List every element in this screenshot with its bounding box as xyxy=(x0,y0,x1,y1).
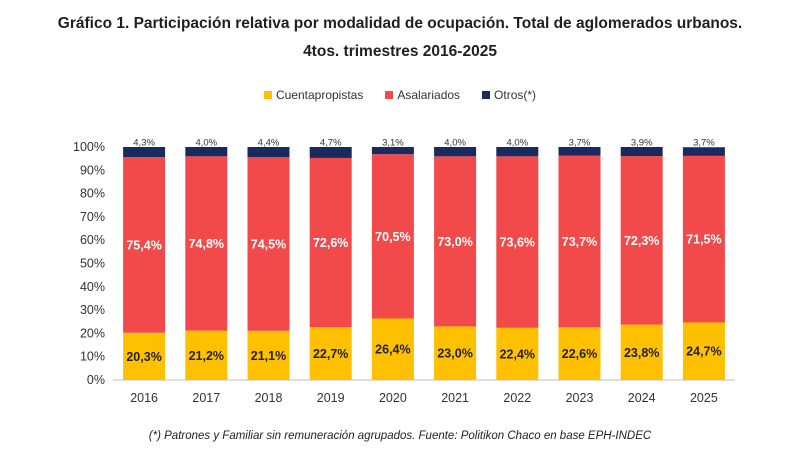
x-tick-label-2020: 2020 xyxy=(379,391,407,405)
legend-item-cuentapropistas: Cuentapropistas xyxy=(263,88,364,102)
bar-otros-2024 xyxy=(620,147,663,157)
bar-cuentapropistas-2024 xyxy=(620,324,663,380)
data-label-otros-2018: 4,4% xyxy=(258,138,280,149)
y-tick-label: 50% xyxy=(80,257,105,271)
legend-label-otros: Otros(*) xyxy=(494,88,537,102)
bar-asalariados-2017 xyxy=(185,156,228,331)
legend-item-asalariados: Asalariados xyxy=(385,88,460,102)
x-tick-label-2019: 2019 xyxy=(317,391,345,405)
x-tick-label-2021: 2021 xyxy=(441,391,469,405)
data-label-asalariados-2024: 72,3% xyxy=(624,234,659,248)
x-tick-label-2025: 2025 xyxy=(690,391,718,405)
chart-legend: Cuentapropistas Asalariados Otros(*) xyxy=(0,88,800,102)
data-label-asalariados-2020: 70,5% xyxy=(375,230,410,244)
bar-otros-2017 xyxy=(185,147,228,157)
bar-cuentapropistas-2022 xyxy=(496,327,539,380)
legend-swatch-cuentapropistas xyxy=(263,91,272,99)
bar-cuentapropistas-2018 xyxy=(247,330,290,380)
bar-cuentapropistas-2017 xyxy=(185,330,228,380)
data-label-cuentapropistas-2018: 21,1% xyxy=(251,349,286,363)
data-label-asalariados-2021: 73,0% xyxy=(437,235,472,249)
data-label-cuentapropistas-2019: 22,7% xyxy=(313,347,348,361)
data-label-asalariados-2016: 75,4% xyxy=(126,238,161,252)
legend-swatch-asalariados xyxy=(385,91,394,99)
bar-cuentapropistas-2023 xyxy=(558,327,601,380)
x-tick-label-2024: 2024 xyxy=(628,391,656,405)
x-tick-label-2018: 2018 xyxy=(255,391,283,405)
x-tick-label-2017: 2017 xyxy=(192,391,220,405)
x-tick-label-2023: 2023 xyxy=(566,391,594,405)
bar-otros-2020 xyxy=(371,147,414,155)
x-tick-label-2022: 2022 xyxy=(503,391,531,405)
legend-label-cuentapropistas: Cuentapropistas xyxy=(275,88,364,102)
bar-cuentapropistas-2020 xyxy=(371,318,414,380)
data-label-asalariados-2017: 74,8% xyxy=(189,237,224,251)
bar-asalariados-2025 xyxy=(682,155,725,323)
data-label-otros-2017: 4,0% xyxy=(195,138,217,149)
data-label-asalariados-2019: 72,6% xyxy=(313,236,348,250)
bar-asalariados-2024 xyxy=(620,156,663,325)
bar-otros-2022 xyxy=(496,147,539,157)
data-label-otros-2024: 3,9% xyxy=(631,138,653,149)
bar-asalariados-2022 xyxy=(496,156,539,328)
data-label-cuentapropistas-2017: 21,2% xyxy=(189,349,224,363)
data-label-asalariados-2025: 71,5% xyxy=(686,233,721,247)
data-label-cuentapropistas-2020: 26,4% xyxy=(375,343,410,357)
data-label-otros-2021: 4,0% xyxy=(444,138,466,149)
data-label-otros-2020: 3,1% xyxy=(382,138,404,149)
footnote: (*) Patrones y Familiar sin remuneración… xyxy=(148,430,652,442)
data-label-cuentapropistas-2021: 23,0% xyxy=(437,347,472,361)
legend-swatch-otros xyxy=(482,91,491,99)
legend-label-asalariados: Asalariados xyxy=(397,88,461,102)
y-tick-label: 10% xyxy=(80,350,105,364)
bar-asalariados-2019 xyxy=(309,157,352,328)
y-tick-label: 100% xyxy=(73,140,105,154)
bar-asalariados-2016 xyxy=(123,157,166,333)
y-tick-label: 60% xyxy=(80,233,105,247)
data-label-otros-2025: 3,7% xyxy=(693,138,715,149)
bar-otros-2019 xyxy=(309,147,352,158)
y-tick-label: 30% xyxy=(80,303,105,317)
y-tick-label: 0% xyxy=(87,373,105,387)
y-tick-label: 20% xyxy=(80,326,105,340)
bar-cuentapropistas-2025 xyxy=(682,322,725,380)
bar-otros-2025 xyxy=(682,147,725,156)
data-label-asalariados-2018: 74,5% xyxy=(251,238,286,252)
data-label-otros-2022: 4,0% xyxy=(506,138,528,149)
data-label-cuentapropistas-2016: 20,3% xyxy=(126,350,161,364)
legend-item-otros: Otros(*) xyxy=(482,88,536,102)
x-tick-label-2016: 2016 xyxy=(130,391,158,405)
bar-asalariados-2018 xyxy=(247,157,290,331)
data-label-otros-2023: 3,7% xyxy=(569,138,591,149)
data-label-otros-2019: 4,7% xyxy=(320,138,342,149)
bar-otros-2016 xyxy=(123,147,166,158)
chart-subtitle: 4tos. trimestres 2016-2025 xyxy=(303,43,497,60)
bar-otros-2021 xyxy=(434,147,477,157)
y-tick-label: 40% xyxy=(80,280,105,294)
bar-otros-2018 xyxy=(247,147,290,158)
bar-cuentapropistas-2021 xyxy=(434,326,477,380)
data-label-otros-2016: 4,3% xyxy=(133,138,155,149)
data-label-cuentapropistas-2025: 24,7% xyxy=(686,345,721,359)
data-label-cuentapropistas-2023: 22,6% xyxy=(562,347,597,361)
y-tick-label: 70% xyxy=(80,210,105,224)
data-label-cuentapropistas-2022: 22,4% xyxy=(500,347,535,361)
chart-title: Gráfico 1. Participación relativa por mo… xyxy=(57,15,743,32)
data-label-cuentapropistas-2024: 23,8% xyxy=(624,346,659,360)
y-tick-label: 90% xyxy=(80,163,105,177)
y-tick-label: 80% xyxy=(80,187,105,201)
bar-otros-2023 xyxy=(558,147,601,156)
data-label-asalariados-2023: 73,7% xyxy=(562,235,597,249)
bar-asalariados-2023 xyxy=(558,155,601,328)
bar-asalariados-2021 xyxy=(434,156,477,327)
bar-cuentapropistas-2016 xyxy=(123,332,166,380)
bar-asalariados-2020 xyxy=(371,154,414,319)
bar-cuentapropistas-2019 xyxy=(309,327,352,380)
data-label-asalariados-2022: 73,6% xyxy=(500,236,535,250)
